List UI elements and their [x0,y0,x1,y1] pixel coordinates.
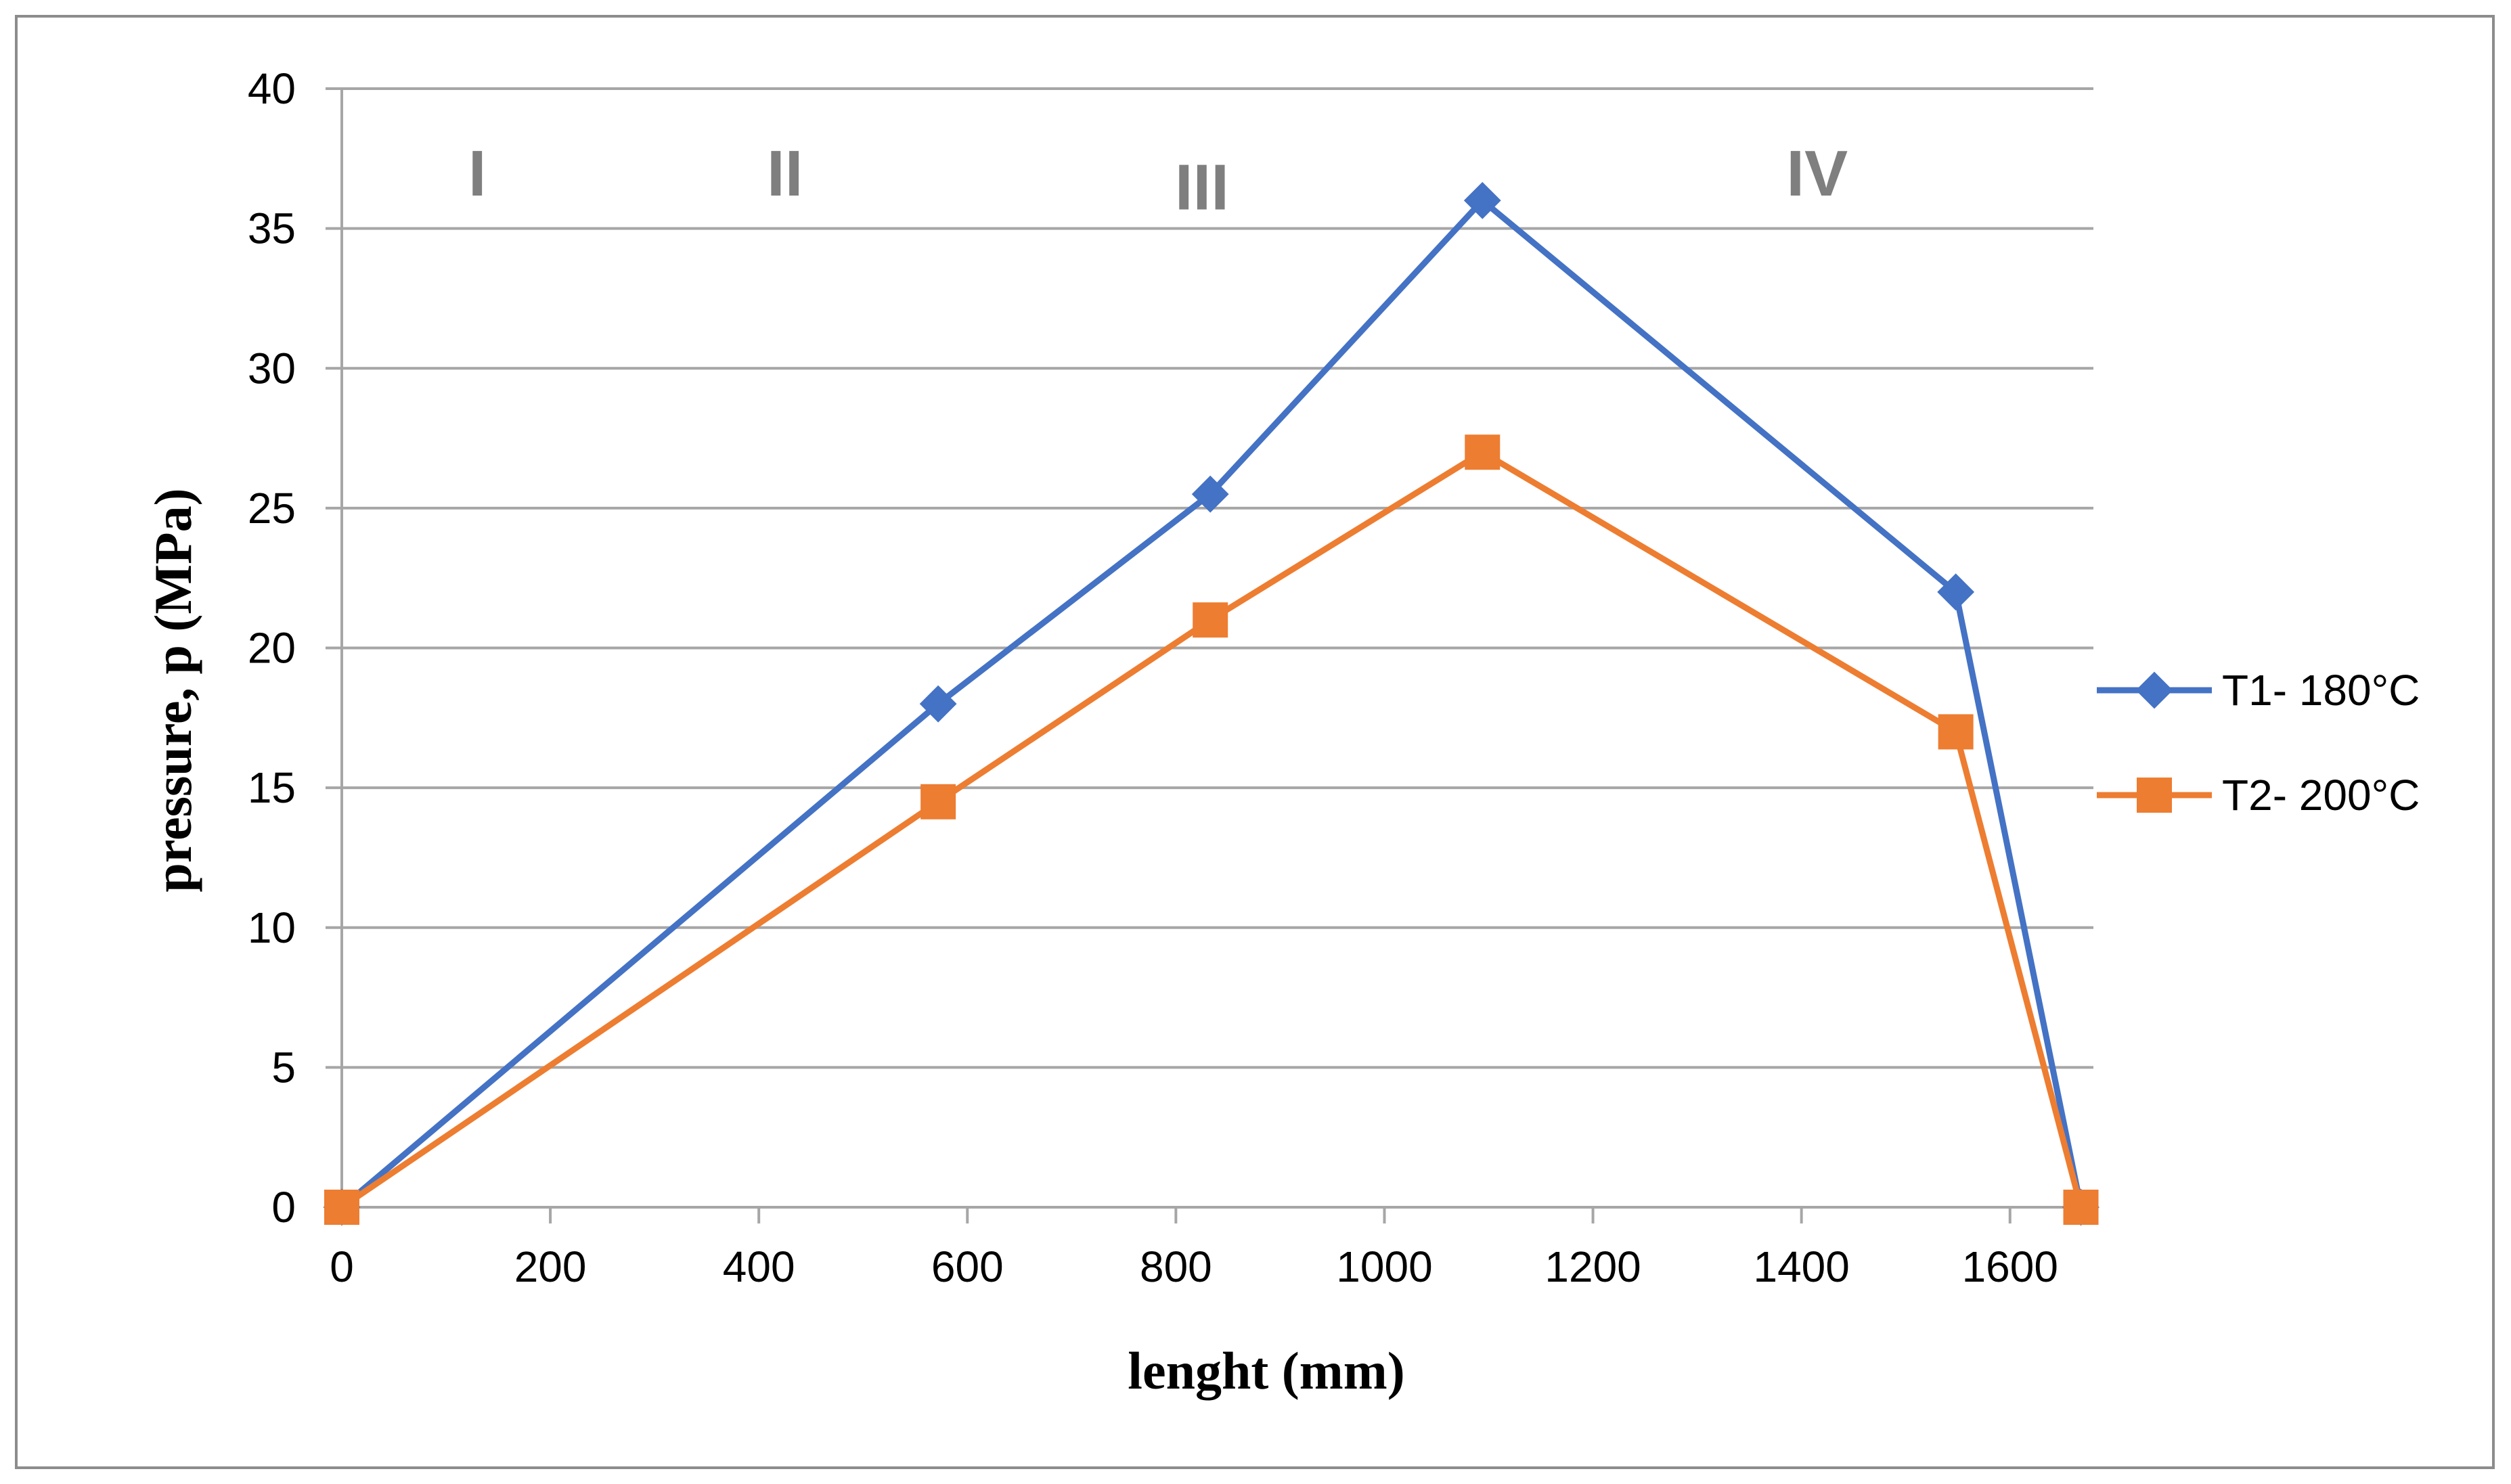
x-tick-label: 600 [931,1242,1004,1291]
legend-label: T2- 200°C [2222,771,2420,819]
data-point [919,685,957,723]
legend: T1- 180°C T2- 200°C [2097,666,2420,819]
y-tick-label: 10 [248,903,296,952]
data-point [1463,181,1501,219]
data-point [1938,714,1974,750]
data-point [2063,1190,2099,1225]
x-tick-label: 1000 [1336,1242,1432,1291]
y-tick-label: 35 [248,204,296,253]
x-tick-label: 1400 [1753,1242,1849,1291]
data-point [324,1190,359,1225]
region-labels: I II III IV [468,137,1848,224]
region-label: III [1175,152,1229,224]
series-line [338,449,2085,1211]
region-label: I [468,137,487,210]
legend-label: T1- 180°C [2222,666,2420,715]
x-axis-title: lenght (mm) [1128,1341,1404,1400]
legend-entry: T2- 200°C [2097,771,2420,819]
series-line [338,197,2085,1211]
x-tick-label: 1600 [1962,1242,2058,1291]
x-tick-label: 1200 [1545,1242,1641,1291]
y-tick-label: 0 [271,1183,296,1232]
legend-marker [2135,671,2173,709]
data-point [1193,602,1228,638]
series-lines [323,181,2099,1226]
y-tick-label: 25 [248,484,296,533]
region-label: IV [1786,137,1848,210]
y-tick-label: 20 [248,624,296,673]
data-point [1937,573,1975,611]
y-tick-label: 30 [248,344,296,392]
legend-entry: T1- 180°C [2097,666,2420,715]
y-axis-title: pressure, p (MPa) [143,488,202,892]
x-tick-label: 0 [330,1242,354,1291]
chart-frame [15,15,2495,1469]
x-tick-label: 400 [723,1242,795,1291]
x-tick-label: 200 [514,1242,587,1291]
data-point [1191,475,1229,513]
series-1 [323,181,2099,1226]
data-point [920,784,956,819]
region-label: II [767,137,803,210]
legend-marker [2137,778,2172,813]
x-tick-label: 800 [1140,1242,1212,1291]
gridlines [342,87,2093,1069]
y-tick-label: 15 [248,763,296,812]
y-tick-label: 40 [248,64,296,113]
data-point [1465,434,1501,470]
y-tick-label: 5 [271,1043,296,1092]
series-2 [324,434,2099,1225]
